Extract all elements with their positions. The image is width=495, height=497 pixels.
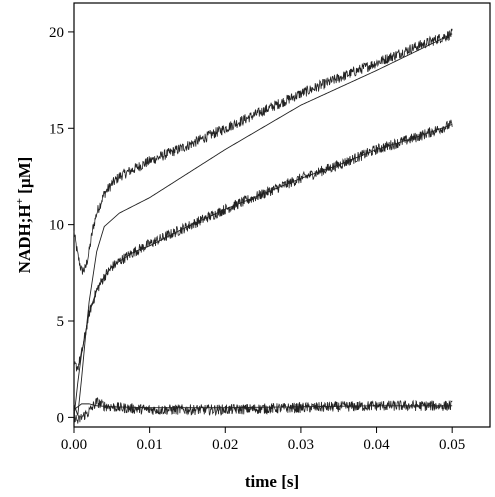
x-tick-label: 0.04	[363, 437, 390, 453]
plot-frame	[73, 2, 491, 428]
y-tick-label: 15	[49, 121, 64, 137]
series-line-6	[73, 403, 453, 411]
y-axis: 0 5 10 15 20	[49, 25, 74, 426]
y-tick-label: 10	[49, 218, 64, 234]
y-axis-title: NADH;H+ [µM]	[14, 157, 34, 274]
series-line-4	[73, 33, 453, 416]
series-line-1	[73, 28, 453, 275]
y-axis-title-main: NADH;H	[15, 204, 34, 273]
x-tick-label: 0.05	[439, 437, 465, 453]
series-line-2	[73, 123, 453, 418]
x-tick-label: 0.01	[137, 437, 163, 453]
y-axis-title-unit: [µM]	[15, 157, 34, 198]
series-line-5	[73, 397, 453, 424]
data-curves	[73, 28, 453, 424]
x-tick-label: 0.02	[212, 437, 238, 453]
x-tick-label: 0.03	[288, 437, 314, 453]
x-axis: 0.00 0.01 0.02 0.03 0.04 0.05	[61, 427, 465, 453]
x-tick-label: 0.00	[61, 437, 87, 453]
series-line-3	[73, 119, 453, 372]
y-tick-label: 5	[57, 314, 65, 330]
y-tick-label: 0	[57, 410, 65, 426]
x-axis-title: time [s]	[245, 472, 299, 491]
y-axis-title-superscript: +	[14, 198, 26, 204]
y-tick-label: 20	[49, 25, 64, 41]
